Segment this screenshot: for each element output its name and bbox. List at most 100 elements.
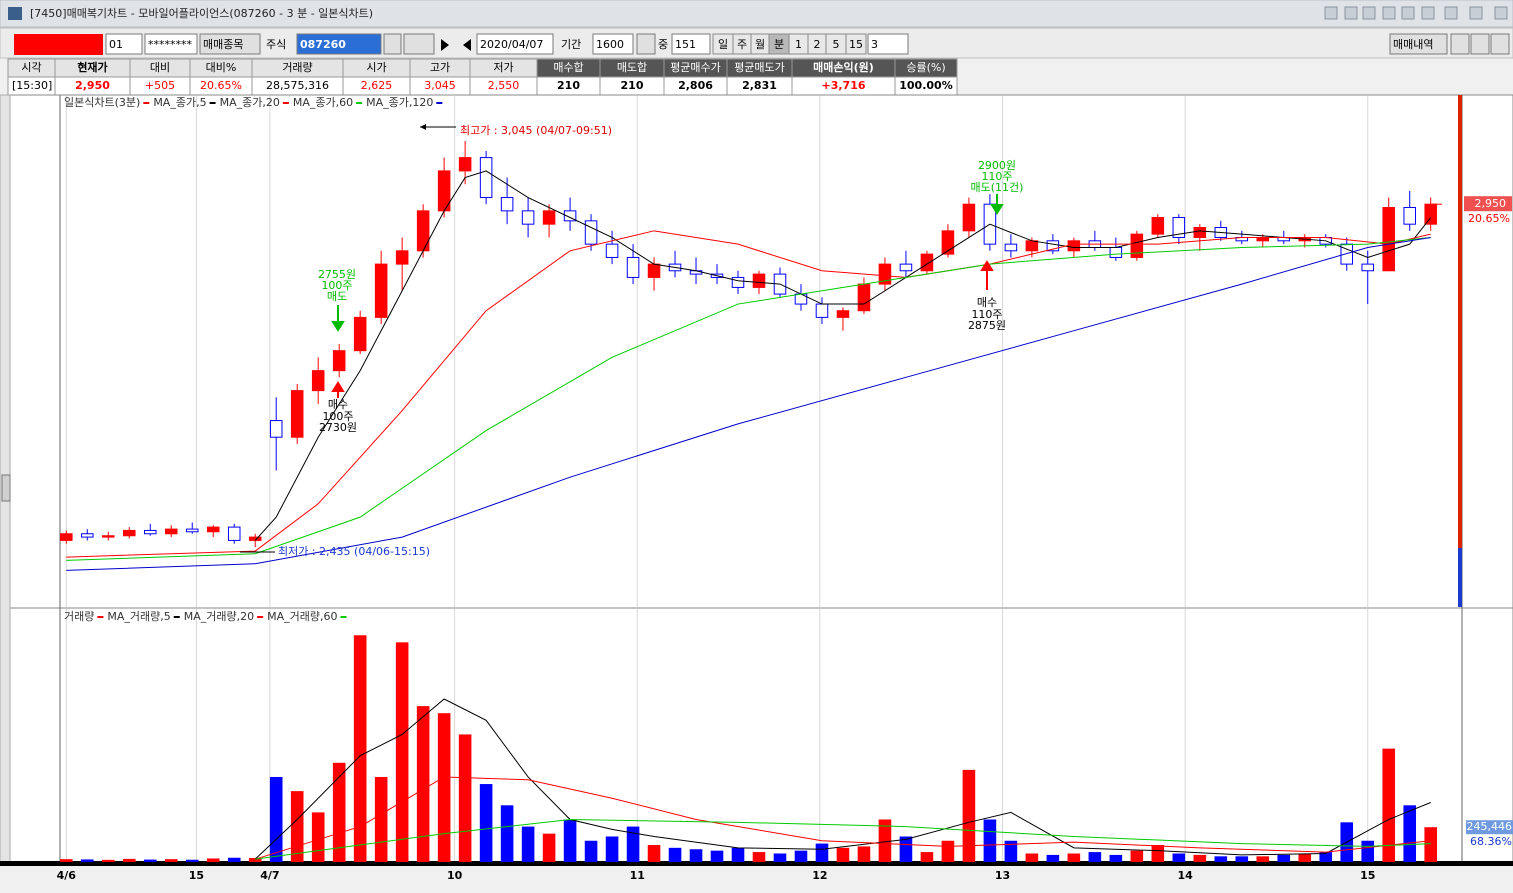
volume-bar [60, 859, 73, 862]
trade-label: 매수 [328, 398, 348, 411]
ma-line [66, 230, 1431, 558]
app-icon [8, 7, 22, 20]
trade-label: 2755원 [318, 268, 356, 281]
summary-value: [15:30] [12, 79, 52, 92]
stock-button[interactable] [199, 33, 261, 55]
x-tick-label: 10 [447, 869, 463, 882]
tool-icon[interactable] [1450, 33, 1470, 55]
mid-label: 중 [658, 38, 668, 51]
summary-header: 거래량 [282, 61, 312, 74]
volume-bar [1025, 853, 1039, 862]
axis-bar-red [1458, 95, 1462, 548]
legend-label: MA_종가,120 [366, 96, 433, 109]
summary-header: 저가 [493, 61, 513, 74]
summary-value: 2,806 [678, 79, 713, 92]
volume-bar [584, 840, 598, 862]
candle-body [102, 535, 115, 538]
unit-label: 월 [755, 38, 765, 51]
title-button[interactable] [1444, 6, 1458, 20]
volume-bar [80, 859, 94, 862]
candle-body [374, 263, 388, 318]
volume-bar [311, 812, 325, 862]
trade-label: 100주 [321, 279, 352, 292]
volume-bar [668, 847, 682, 862]
title-button[interactable] [1362, 6, 1376, 20]
candle-body [941, 230, 955, 255]
summary-value: 210 [621, 79, 644, 92]
trades-button[interactable] [1389, 33, 1448, 55]
ma-line [66, 236, 1431, 561]
candle-body [857, 283, 871, 312]
trade-label: 110주 [981, 170, 1012, 183]
volume-bar [1424, 827, 1438, 862]
summary-header: 고가 [430, 61, 450, 74]
current-price-label: 2,950 [1475, 197, 1507, 210]
summary-header: 평균매도가 [734, 61, 785, 74]
title-button[interactable] [1421, 6, 1435, 20]
code-input[interactable] [296, 33, 382, 55]
date-input-text: 2020/04/07 [480, 38, 543, 51]
title-button[interactable] [1382, 6, 1396, 20]
volume-bar [416, 706, 430, 862]
date-input[interactable] [476, 33, 554, 55]
volume-bar [164, 859, 178, 862]
volume-bar [983, 819, 997, 862]
volume-bar [206, 858, 220, 862]
candle-body [626, 256, 640, 278]
volume-bar [878, 819, 892, 862]
candle-body [1046, 240, 1060, 252]
volume-bar [857, 846, 871, 862]
candle-body [395, 250, 409, 265]
range-icon[interactable] [636, 33, 656, 55]
tool-icon[interactable] [1470, 33, 1490, 55]
high-note: 최고가 : 3,045 (04/07-09:51) [460, 124, 612, 137]
title-button[interactable] [1344, 6, 1358, 20]
summary-value: 2,831 [742, 79, 777, 92]
candle-body [899, 263, 913, 272]
unit-button[interactable] [845, 33, 867, 55]
summary-value: +3,716 [821, 79, 865, 92]
title-button[interactable] [1324, 6, 1338, 20]
next-button[interactable] [441, 39, 449, 51]
candle-body [1361, 263, 1375, 272]
search-button[interactable] [383, 33, 402, 55]
volume-bar [437, 713, 451, 862]
trade-label: 매도(11건) [971, 181, 1024, 194]
candle-body [647, 263, 661, 278]
sort-button[interactable] [403, 33, 435, 55]
title-button[interactable] [1401, 6, 1415, 20]
trade-label: 2875원 [968, 319, 1006, 332]
prev-button[interactable] [463, 39, 471, 51]
interval-select[interactable] [867, 33, 909, 55]
current-price-box [1464, 196, 1512, 212]
candle-body [332, 350, 346, 372]
period-input[interactable] [592, 33, 634, 55]
title-button[interactable] [1494, 6, 1508, 20]
sidebar-toggle[interactable] [1, 474, 11, 502]
tool-icon[interactable] [1490, 33, 1510, 55]
title-button[interactable] [1469, 6, 1483, 20]
volume-bar [1151, 844, 1165, 862]
summary-header: 매매손익(원) [813, 60, 874, 74]
period-label: 기간 [561, 38, 581, 51]
candle-body [81, 533, 94, 538]
market-label: 주식 [266, 38, 286, 51]
unit-label: 일 [718, 37, 728, 51]
x-axis-bar [0, 861, 1513, 866]
candle-body [1004, 243, 1018, 252]
volume-bar [101, 859, 115, 862]
summary-value: 3,045 [424, 79, 456, 92]
count-input[interactable] [671, 33, 711, 55]
legend-label: MA_거래량,5 [107, 610, 170, 623]
volume-bar [395, 642, 409, 862]
volume-bar [248, 858, 262, 862]
volume-bar [1403, 805, 1417, 862]
summary-header: 매수합 [553, 61, 583, 74]
volume-bar [1319, 852, 1333, 862]
candle-body [1424, 203, 1437, 225]
password-input[interactable] [144, 33, 198, 55]
trade-label: 매수 [977, 296, 997, 309]
summary-header: 시각 [21, 61, 41, 74]
account-select[interactable] [105, 33, 143, 55]
candle-body [1109, 246, 1123, 258]
